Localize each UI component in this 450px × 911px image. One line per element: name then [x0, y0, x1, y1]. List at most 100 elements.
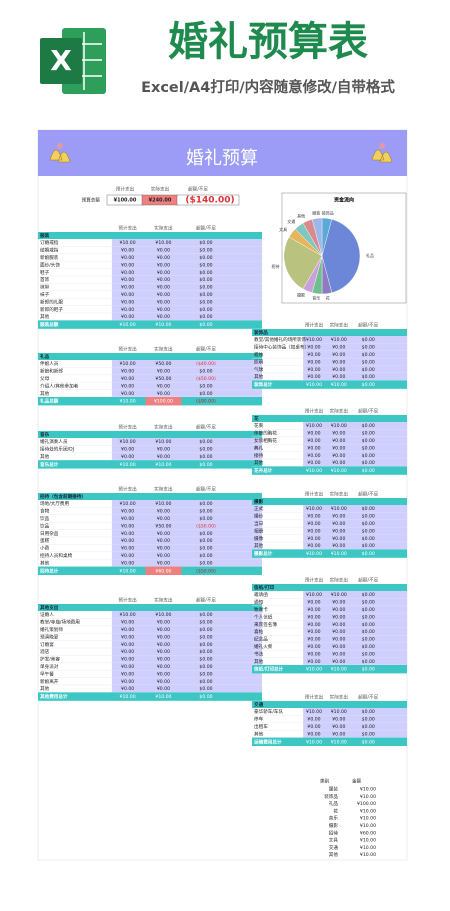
- item-value: ¥10.00: [120, 612, 136, 618]
- summary-amount: ¥100.00: [357, 801, 376, 807]
- item-value: ¥0.00: [157, 634, 170, 640]
- total-value: $0.00: [199, 322, 212, 328]
- pie-label: 服装: [312, 209, 320, 215]
- item-value: ¥0.00: [307, 460, 320, 466]
- item-value: $0.00: [199, 642, 212, 648]
- item-value: ¥0.00: [157, 383, 170, 389]
- total-label: 装饰总计: [253, 381, 273, 388]
- item-value: ¥0.00: [307, 622, 320, 628]
- column-header: 超额/不足: [188, 186, 208, 193]
- item-value: ($50.00): [196, 376, 216, 382]
- column-header: 超额/不足: [196, 486, 216, 493]
- column-header: 实际支出: [154, 424, 173, 431]
- item-name: 婚纱: [254, 513, 264, 520]
- section-header: [38, 431, 262, 438]
- item-name: 订婚宴: [40, 641, 54, 648]
- value-cells: [111, 253, 262, 262]
- item-value: $0.00: [199, 509, 212, 515]
- item-value: $0.00: [362, 345, 375, 351]
- item-value: ¥0.00: [307, 629, 320, 635]
- item-value: ¥10.00: [155, 501, 171, 507]
- column-header: 超额/不足: [358, 491, 378, 498]
- item-value: $0.00: [362, 614, 375, 620]
- value-cells: [111, 559, 262, 567]
- item-value: ¥0.00: [157, 620, 170, 626]
- item-value: ¥10.00: [155, 240, 171, 246]
- item-name: 个人信纸: [254, 613, 273, 620]
- item-name: 教堂/寺庙/场地费用: [40, 619, 80, 626]
- total-row: [252, 549, 407, 558]
- item-value: $0.00: [362, 607, 375, 613]
- item-value: ¥0.00: [307, 367, 320, 373]
- item-value: $0.00: [199, 314, 212, 320]
- item-value: ¥0.00: [157, 649, 170, 655]
- item-value: $0.00: [362, 543, 375, 549]
- value-cells: [111, 360, 262, 368]
- summary-amount: ¥10.00: [360, 808, 376, 814]
- item-value: ¥0.00: [157, 516, 170, 522]
- value-cells: [111, 640, 262, 648]
- value-cells: [303, 365, 407, 373]
- item-value: ¥0.00: [121, 299, 134, 305]
- item-value: ¥0.00: [157, 509, 170, 515]
- value-cells: [303, 628, 407, 636]
- pie-label: 招待: [271, 263, 279, 269]
- item-value: ¥0.00: [121, 277, 134, 283]
- item-value: ¥10.00: [331, 592, 347, 598]
- item-value: ¥0.00: [157, 314, 170, 320]
- column-header: 预计支出: [305, 577, 324, 584]
- item-value: ¥0.00: [121, 369, 134, 375]
- value-cells: [303, 591, 407, 599]
- total-value: ¥10.00: [155, 322, 171, 328]
- value-cells: [111, 389, 262, 397]
- item-name: 其他: [254, 542, 264, 549]
- item-value: $0.00: [362, 445, 375, 451]
- item-value: ¥0.00: [121, 383, 134, 389]
- item-value: ¥0.00: [121, 657, 134, 663]
- item-value: $0.00: [362, 600, 375, 606]
- item-value: $0.00: [362, 536, 375, 542]
- item-name: 护发/美容: [40, 656, 60, 663]
- item-name: 纪念品: [254, 636, 268, 643]
- item-value: ¥0.00: [121, 248, 134, 254]
- item-value: $0.00: [362, 438, 375, 444]
- item-value: ¥0.00: [307, 359, 320, 365]
- column-header: 实际支出: [154, 597, 173, 604]
- item-value: ¥0.00: [332, 629, 345, 635]
- item-value: ($40.00): [196, 361, 216, 367]
- pie-label: 文具: [279, 226, 287, 232]
- item-value: $0.00: [199, 391, 212, 397]
- item-value: ¥0.00: [157, 248, 170, 254]
- item-value: $0.00: [199, 546, 212, 552]
- item-value: ¥10.00: [120, 240, 136, 246]
- item-value: $0.00: [199, 516, 212, 522]
- value-cells: [111, 662, 262, 671]
- column-header: 实际支出: [154, 346, 173, 353]
- banner-title: 婚礼预算: [186, 148, 258, 169]
- summary-category: 文具: [329, 837, 339, 844]
- item-value: ¥0.00: [121, 538, 134, 544]
- section-title: 音乐: [40, 431, 50, 438]
- summary-amount: ¥10.00: [360, 845, 376, 851]
- banner: [38, 130, 407, 176]
- item-value: ¥0.00: [157, 531, 170, 537]
- value-cells: [111, 438, 262, 446]
- item-value: $0.00: [199, 538, 212, 544]
- pie-slice: [283, 236, 323, 290]
- item-value: $0.00: [199, 383, 212, 389]
- item-name: 邀请函: [254, 591, 268, 598]
- value-cells: [111, 268, 262, 276]
- value-cells: [111, 529, 262, 537]
- item-value: ¥0.00: [332, 659, 345, 665]
- summary-category: 其他: [329, 851, 339, 858]
- pie-label: 摄影: [297, 292, 305, 298]
- item-value: ¥0.00: [121, 546, 134, 552]
- item-value: ¥0.00: [121, 523, 134, 529]
- section-title: 摄影: [254, 498, 264, 505]
- item-name: 来宾签名簿: [254, 621, 277, 628]
- item-value: ¥0.00: [332, 438, 345, 444]
- total-label: 服装总额: [40, 321, 59, 328]
- total-value: ¥10.00: [120, 568, 136, 574]
- item-value: $0.00: [362, 506, 375, 512]
